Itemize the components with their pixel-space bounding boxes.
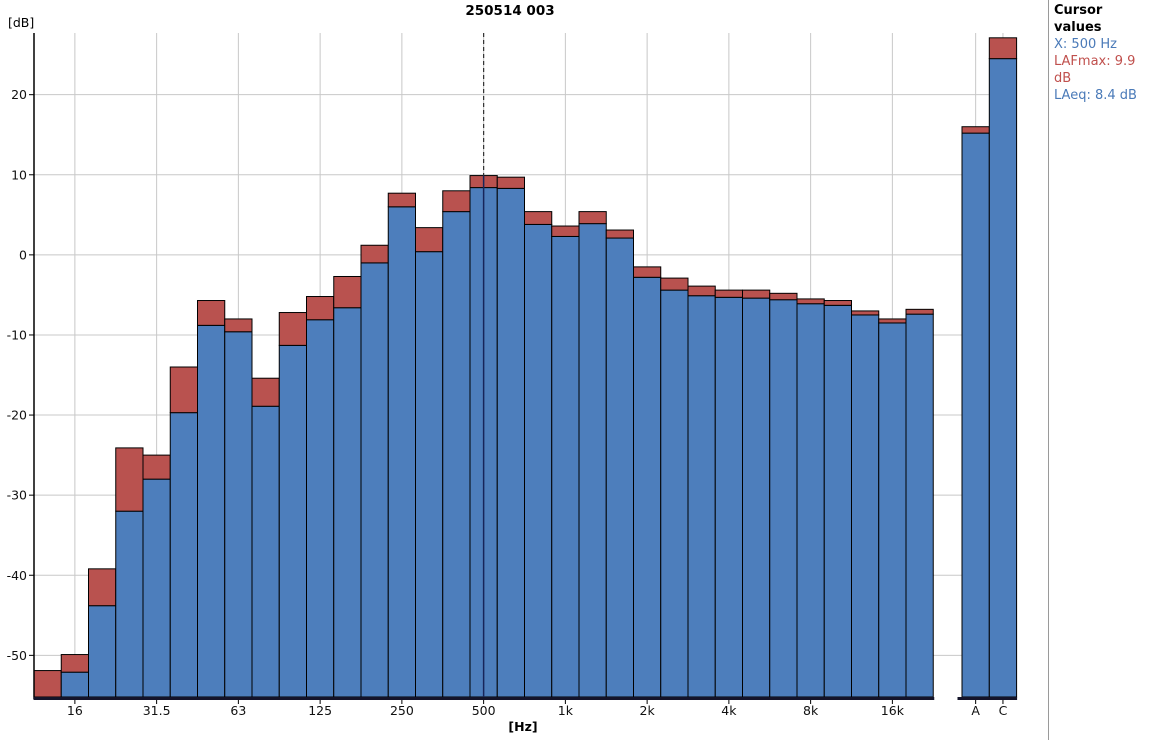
lafmax-bar-A[interactable] bbox=[961, 126, 990, 134]
lafmax-bar-1k[interactable] bbox=[551, 225, 580, 237]
lafmax-bar-630[interactable] bbox=[496, 176, 525, 189]
laeq-bar-1k[interactable] bbox=[551, 235, 580, 698]
lafmax-bar-2.5k[interactable] bbox=[660, 277, 689, 291]
lafmax-bar-6.3k[interactable] bbox=[769, 292, 798, 301]
x-tick-label: 63 bbox=[230, 703, 246, 718]
laeq-bar-10k[interactable] bbox=[823, 304, 852, 698]
lafmax-bar-20k[interactable] bbox=[905, 308, 934, 315]
lafmax-bar-125[interactable] bbox=[306, 296, 335, 321]
lafmax-bar-315[interactable] bbox=[415, 227, 444, 253]
x-tick-label: A bbox=[971, 703, 980, 718]
x-tick-label: 16 bbox=[67, 703, 83, 718]
x-tick-label: 31.5 bbox=[143, 703, 171, 718]
lafmax-bar-800[interactable] bbox=[524, 211, 553, 225]
y-tick-label: 0 bbox=[19, 247, 27, 262]
lafmax-bar-200[interactable] bbox=[360, 244, 389, 264]
lafmax-bar-10k[interactable] bbox=[823, 300, 852, 306]
y-tick-label: -40 bbox=[7, 568, 27, 583]
laeq-bar-200[interactable] bbox=[360, 262, 389, 698]
laeq-bar-1.6k[interactable] bbox=[605, 237, 634, 698]
lafmax-bar-160[interactable] bbox=[333, 275, 362, 309]
lafmax-bar-3.15k[interactable] bbox=[687, 285, 716, 297]
y-axis-unit-label: [dB] bbox=[8, 15, 35, 30]
lafmax-bar-8k[interactable] bbox=[796, 298, 825, 305]
y-tick-label: -50 bbox=[7, 648, 27, 663]
laeq-bar-630[interactable] bbox=[496, 187, 525, 698]
laeq-bar-31.5[interactable] bbox=[142, 478, 171, 698]
laeq-bar-C[interactable] bbox=[988, 58, 1018, 698]
lafmax-bar-12.5[interactable] bbox=[33, 670, 62, 698]
lafmax-bar-C[interactable] bbox=[988, 37, 1018, 60]
lafmax-bar-25[interactable] bbox=[115, 447, 144, 512]
laeq-bar-20[interactable] bbox=[88, 605, 117, 698]
x-tick-label: 125 bbox=[308, 703, 332, 718]
laeq-bar-160[interactable] bbox=[333, 307, 362, 698]
lafmax-bar-80[interactable] bbox=[251, 377, 280, 407]
lafmax-bar-400[interactable] bbox=[442, 190, 471, 213]
x-tick-label: C bbox=[999, 703, 1008, 718]
cursor-values-panel: Cursor values X: 500 Hz LAFmax: 9.9 dB L… bbox=[1048, 0, 1151, 740]
laeq-bar-16k[interactable] bbox=[878, 322, 907, 698]
x-tick-label: 8k bbox=[803, 703, 819, 718]
y-tick-label: -20 bbox=[7, 408, 27, 423]
laeq-bar-A[interactable] bbox=[961, 132, 990, 698]
laeq-bar-63[interactable] bbox=[224, 331, 253, 698]
lafmax-bar-2k[interactable] bbox=[633, 266, 662, 278]
laeq-bar-3.15k[interactable] bbox=[687, 295, 716, 698]
lafmax-bar-50[interactable] bbox=[197, 300, 226, 326]
laeq-bar-2k[interactable] bbox=[633, 276, 662, 698]
laeq-bar-400[interactable] bbox=[442, 211, 471, 698]
laeq-bar-125[interactable] bbox=[306, 319, 335, 698]
lafmax-bar-4k[interactable] bbox=[714, 289, 743, 298]
laeq-bar-80[interactable] bbox=[251, 405, 280, 698]
cursor-panel-title: Cursor values bbox=[1054, 3, 1103, 35]
chart-title: 250514 003 bbox=[465, 3, 555, 19]
laeq-bar-4k[interactable] bbox=[714, 296, 743, 698]
y-tick-label: 10 bbox=[11, 167, 27, 182]
laeq-bar-6.3k[interactable] bbox=[769, 299, 798, 698]
lafmax-bar-40[interactable] bbox=[169, 366, 198, 414]
spectrum-chart[interactable]: 20 10 0 -10 -20 -30 -40 -50 16 31.5 63 125 250 500 1k 2… bbox=[0, 0, 1046, 740]
laeq-bar-1.25k[interactable] bbox=[578, 223, 607, 698]
x-axis-unit-label: [Hz] bbox=[508, 719, 538, 734]
x-tick-label: 1k bbox=[558, 703, 574, 718]
cursor-x-value: X: 500 Hz bbox=[1054, 37, 1117, 52]
lafmax-bar-63[interactable] bbox=[224, 318, 253, 333]
x-tick-label: 250 bbox=[390, 703, 414, 718]
laeq-bar-16[interactable] bbox=[60, 671, 89, 698]
x-tick-label: 500 bbox=[472, 703, 496, 718]
laeq-bar-40[interactable] bbox=[169, 412, 198, 698]
y-tick-label: 20 bbox=[11, 87, 27, 102]
laeq-bar-12.5k[interactable] bbox=[851, 314, 880, 698]
x-tick-label: 16k bbox=[881, 703, 905, 718]
laeq-bar-50[interactable] bbox=[197, 324, 226, 698]
cursor-laeq-value: LAeq: 8.4 dB bbox=[1054, 88, 1137, 103]
lafmax-bar-1.25k[interactable] bbox=[578, 211, 607, 225]
lafmax-bar-250[interactable] bbox=[387, 192, 416, 208]
laeq-bar-315[interactable] bbox=[415, 251, 444, 698]
lafmax-bar-12.5k[interactable] bbox=[851, 310, 880, 316]
y-tick-label: -10 bbox=[7, 327, 27, 342]
lafmax-bar-31.5[interactable] bbox=[142, 454, 171, 480]
lafmax-bar-5k[interactable] bbox=[742, 289, 771, 299]
laeq-bar-250[interactable] bbox=[387, 206, 416, 698]
lafmax-bar-16[interactable] bbox=[60, 654, 89, 673]
lafmax-bar-16k[interactable] bbox=[878, 318, 907, 324]
laeq-bar-25[interactable] bbox=[115, 510, 144, 698]
lafmax-bar-100[interactable] bbox=[278, 312, 307, 346]
lafmax-bar-1.6k[interactable] bbox=[605, 229, 634, 239]
x-tick-label: 2k bbox=[640, 703, 656, 718]
laeq-bar-5k[interactable] bbox=[742, 297, 771, 698]
laeq-bar-100[interactable] bbox=[278, 344, 307, 698]
laeq-bar-2.5k[interactable] bbox=[660, 289, 689, 698]
cursor-lafmax-value: LAFmax: 9.9 dB bbox=[1054, 54, 1136, 86]
laeq-bar-800[interactable] bbox=[524, 223, 553, 698]
y-tick-label: -30 bbox=[7, 488, 27, 503]
x-tick-label: 4k bbox=[721, 703, 737, 718]
laeq-bar-20k[interactable] bbox=[905, 313, 934, 698]
lafmax-bar-20[interactable] bbox=[88, 568, 117, 607]
laeq-bar-8k[interactable] bbox=[796, 303, 825, 698]
